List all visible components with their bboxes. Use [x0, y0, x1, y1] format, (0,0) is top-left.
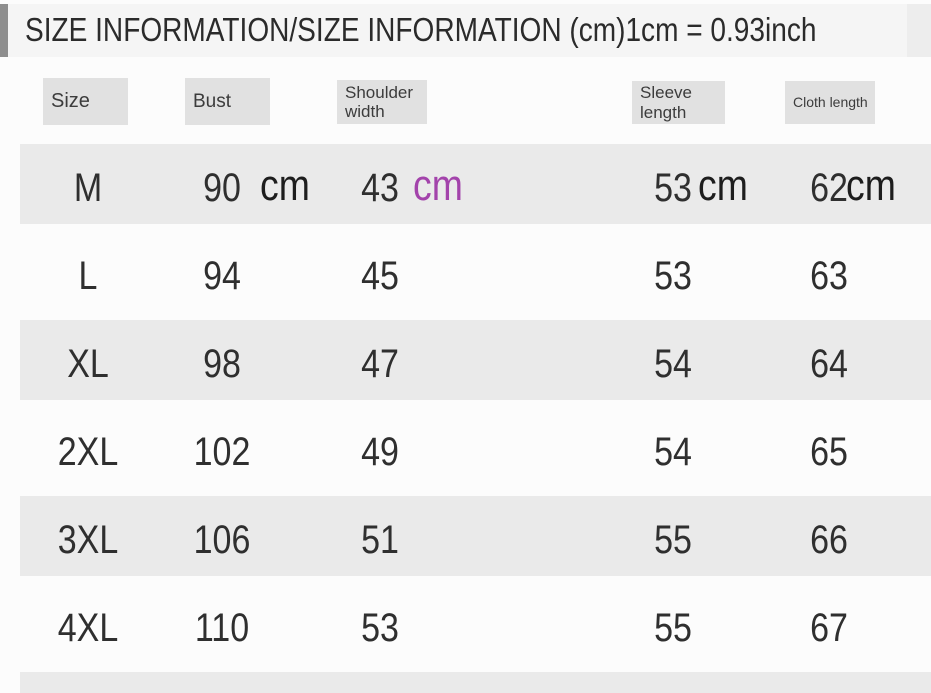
cloth-value: 64 [810, 342, 848, 386]
cloth-value: 65 [810, 430, 848, 474]
sleeve-value: 55 [654, 518, 692, 562]
sleeve-value: 55 [654, 606, 692, 650]
size-label: 3XL [57, 518, 119, 562]
title-right-strip [907, 4, 931, 57]
table-row-2xl: 2XL 102 49 54 65 [0, 408, 931, 496]
table-body: M 90 cm 43 cm 53 cm 62 cm L 94 45 53 63 … [0, 144, 931, 672]
shoulder-value: 53 [361, 606, 399, 650]
shoulder-value: 51 [361, 518, 399, 562]
sleeve-value: 53 [654, 166, 692, 210]
column-header-sleeve-length: Sleeve length [632, 81, 725, 124]
page-title: SIZE INFORMATION/SIZE INFORMATION (cm)1c… [25, 11, 817, 48]
shoulder-value: 43 [361, 166, 399, 210]
bust-value: 110 [194, 606, 250, 650]
size-label: 2XL [57, 430, 119, 474]
shoulder-value: 47 [361, 342, 399, 386]
sleeve-value: 54 [654, 342, 692, 386]
column-header-size: Size [43, 78, 128, 125]
size-label: L [78, 254, 98, 298]
bust-value: 98 [203, 342, 241, 386]
bust-value: 106 [193, 518, 251, 562]
sleeve-unit: cm [698, 161, 748, 210]
cloth-value: 67 [810, 606, 848, 650]
size-label: 4XL [57, 606, 119, 650]
cutoff-row-strip [20, 672, 931, 693]
shoulder-value: 49 [361, 430, 399, 474]
cloth-unit: cm [846, 161, 896, 210]
title-bar: SIZE INFORMATION/SIZE INFORMATION (cm)1c… [0, 4, 907, 57]
table-row-m: M 90 cm 43 cm 53 cm 62 cm [0, 144, 931, 232]
title-edge-strip [0, 4, 8, 57]
table-row-xl: XL 98 47 54 64 [0, 320, 931, 408]
cloth-value: 62 [810, 166, 848, 210]
cloth-value: 66 [810, 518, 848, 562]
size-label: M [73, 166, 103, 210]
sleeve-value: 54 [654, 430, 692, 474]
column-header-cloth-length: Cloth length [785, 81, 875, 124]
bust-value: 94 [203, 254, 241, 298]
table-row-4xl: 4XL 110 53 55 67 [0, 584, 931, 672]
size-label: XL [67, 342, 109, 386]
shoulder-unit: cm [413, 161, 463, 210]
table-row-3xl: 3XL 106 51 55 66 [0, 496, 931, 584]
bust-value: 90 [203, 166, 241, 210]
table-row-l: L 94 45 53 63 [0, 232, 931, 320]
bust-unit: cm [260, 161, 310, 210]
column-header-bust: Bust [185, 78, 270, 125]
column-header-shoulder-width: Shoulder width [337, 80, 427, 124]
bust-value: 102 [193, 430, 251, 474]
cloth-value: 63 [810, 254, 848, 298]
sleeve-value: 53 [654, 254, 692, 298]
shoulder-value: 45 [361, 254, 399, 298]
